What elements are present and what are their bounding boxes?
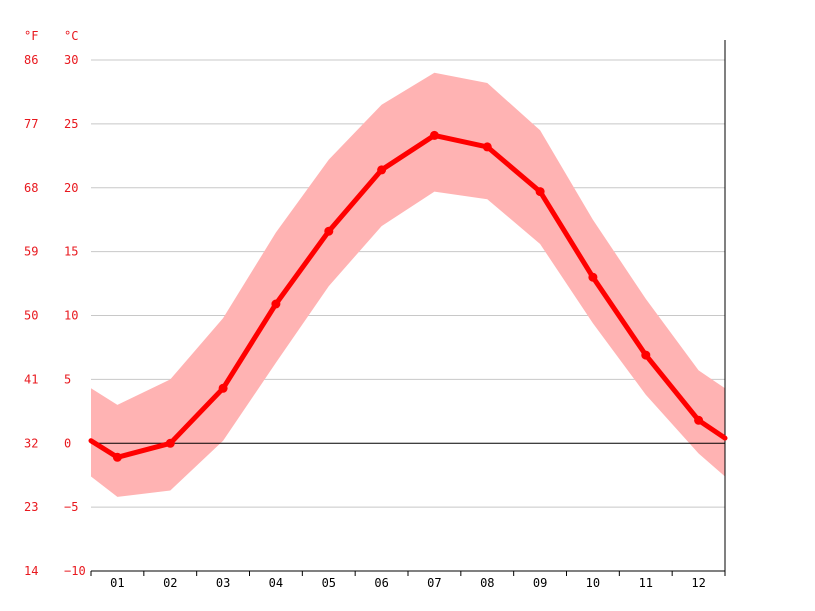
month-tick-label: 05 bbox=[322, 576, 336, 590]
month-tick-label: 09 bbox=[533, 576, 547, 590]
fahrenheit-unit-label: °F bbox=[24, 29, 38, 43]
month-tick-label: 03 bbox=[216, 576, 230, 590]
temperature-range-band bbox=[91, 72, 725, 497]
month-tick-label: 12 bbox=[691, 576, 705, 590]
data-point bbox=[482, 142, 492, 152]
month-tick-label: 10 bbox=[586, 576, 600, 590]
fahrenheit-tick-label: 23 bbox=[24, 500, 38, 514]
celsius-tick-label: −10 bbox=[64, 564, 86, 578]
fahrenheit-tick-label: 59 bbox=[24, 245, 38, 259]
month-tick-label: 07 bbox=[427, 576, 441, 590]
data-point bbox=[324, 226, 334, 236]
month-tick-label: 11 bbox=[639, 576, 653, 590]
celsius-unit-label: °C bbox=[64, 29, 78, 43]
data-point bbox=[271, 299, 281, 309]
fahrenheit-tick-label: 32 bbox=[24, 436, 38, 450]
data-point bbox=[165, 438, 175, 448]
celsius-tick-label: 30 bbox=[64, 53, 78, 67]
month-tick-label: 04 bbox=[269, 576, 283, 590]
average-line bbox=[88, 132, 728, 460]
celsius-tick-label: 10 bbox=[64, 309, 78, 323]
month-tick-label: 02 bbox=[163, 576, 177, 590]
data-point bbox=[377, 165, 387, 175]
data-point bbox=[641, 350, 651, 360]
month-tick-label: 06 bbox=[374, 576, 388, 590]
fahrenheit-tick-label: 77 bbox=[24, 117, 38, 131]
x-axis-labels: 01 02 03 04 05 06 07 08 09 10 11 12 bbox=[110, 576, 706, 590]
fahrenheit-tick-label: 41 bbox=[24, 372, 38, 386]
celsius-tick-label: 5 bbox=[64, 372, 71, 386]
month-tick-label: 01 bbox=[110, 576, 124, 590]
fahrenheit-tick-label: 86 bbox=[24, 53, 38, 67]
celsius-tick-label: 0 bbox=[64, 436, 71, 450]
data-point bbox=[218, 383, 228, 393]
data-point bbox=[694, 415, 704, 425]
celsius-tick-label: −5 bbox=[64, 500, 78, 514]
fahrenheit-tick-label: 50 bbox=[24, 309, 38, 323]
average-temperature-series bbox=[88, 130, 728, 462]
data-point bbox=[535, 187, 545, 197]
celsius-tick-label: 15 bbox=[64, 245, 78, 259]
data-point bbox=[588, 272, 598, 282]
fahrenheit-tick-label: 14 bbox=[24, 564, 38, 578]
fahrenheit-tick-label: 68 bbox=[24, 181, 38, 195]
celsius-tick-label: 25 bbox=[64, 117, 78, 131]
data-point bbox=[429, 130, 439, 140]
celsius-tick-label: 20 bbox=[64, 181, 78, 195]
month-tick-label: 08 bbox=[480, 576, 494, 590]
range-band-area bbox=[91, 72, 725, 497]
data-point bbox=[112, 452, 122, 462]
axes bbox=[90, 40, 726, 576]
y-axis-labels: 86 30 77 25 68 20 59 15 50 10 41 5 32 0 23 −5 14 −10 bbox=[24, 53, 86, 578]
